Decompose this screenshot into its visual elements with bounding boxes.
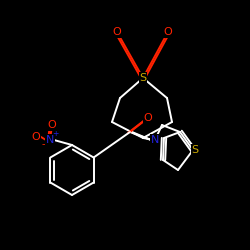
Text: N: N — [46, 135, 54, 145]
Text: S: S — [140, 73, 146, 83]
Text: O: O — [48, 120, 56, 130]
Text: S: S — [192, 145, 198, 155]
Text: O: O — [32, 132, 40, 142]
Text: +: + — [52, 128, 58, 138]
Text: N: N — [151, 135, 159, 145]
Text: O: O — [112, 27, 122, 37]
Text: -: - — [41, 139, 45, 149]
Text: O: O — [164, 27, 172, 37]
Text: O: O — [144, 113, 152, 123]
